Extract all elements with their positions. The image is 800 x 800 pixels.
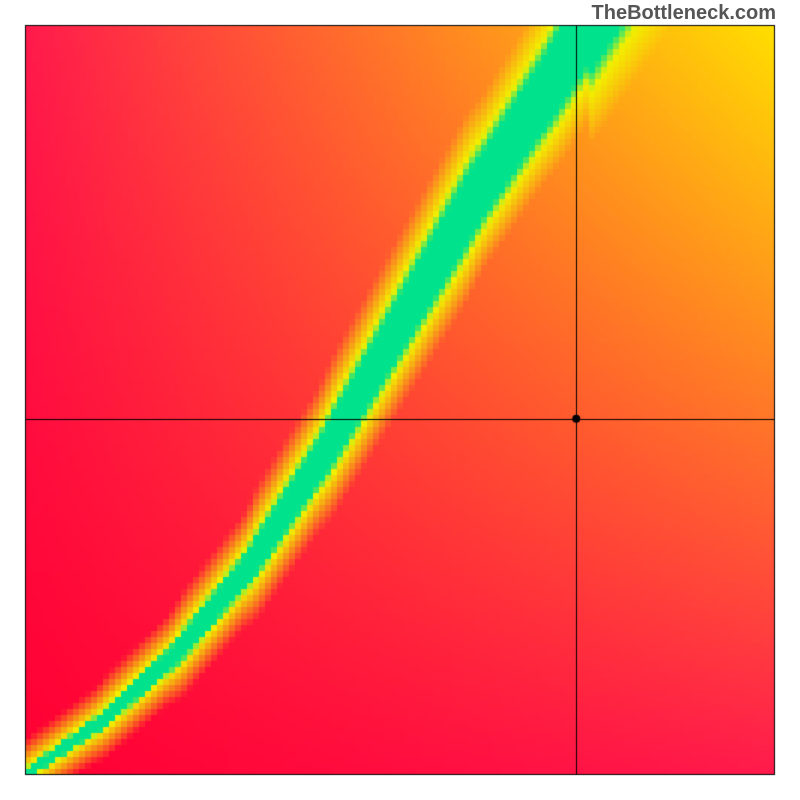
chart-container: TheBottleneck.com — [0, 0, 800, 800]
bottleneck-heatmap — [0, 0, 800, 800]
watermark-text: TheBottleneck.com — [592, 2, 776, 25]
